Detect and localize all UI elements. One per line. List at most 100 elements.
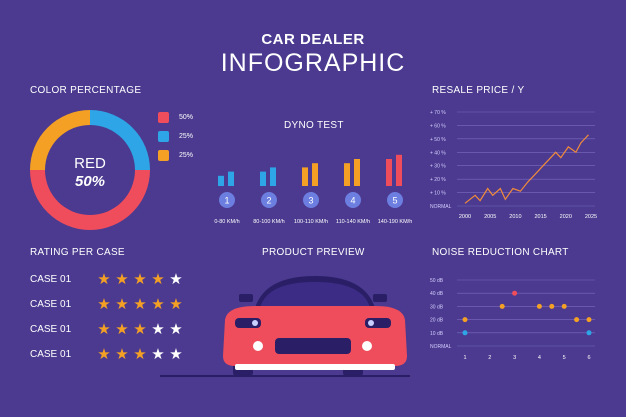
noise-y-tick: 50 dB xyxy=(430,278,444,284)
star-filled-icon: ★ xyxy=(115,345,129,363)
legend-item: 50% xyxy=(158,112,193,123)
dyno-step-circle xyxy=(387,192,403,208)
legend-item: 25% xyxy=(158,131,193,142)
rating-stars: ★ ★ ★ ★ ★ xyxy=(96,295,184,313)
star-filled-icon: ★ xyxy=(97,345,111,363)
noise-point xyxy=(499,303,505,309)
noise-x-tick: 3 xyxy=(513,355,516,361)
resale-y-tick: NORMAL xyxy=(430,204,452,210)
resale-y-tick: + 40 % xyxy=(430,150,446,156)
rating-row: CASE 01 ★ ★ ★ ★ ★ xyxy=(30,342,184,367)
noise-point xyxy=(586,330,592,336)
legend-value: 25% xyxy=(179,133,194,140)
dyno-bar xyxy=(344,163,350,186)
dyno-step-circle xyxy=(261,192,277,208)
rating-row: CASE 01 ★ ★ ★ ★ ★ xyxy=(30,317,184,342)
noise-x-tick: 6 xyxy=(587,355,590,361)
rating-case-label: CASE 01 xyxy=(30,349,72,360)
resale-x-tick: 2010 xyxy=(509,214,521,220)
resale-x-tick: 2020 xyxy=(560,214,572,220)
donut-center-value: 50% xyxy=(75,173,105,190)
dyno-range-label: 140-190 KM/h xyxy=(378,219,413,225)
star-empty-icon: ★ xyxy=(169,345,183,363)
noise-point xyxy=(462,330,468,336)
resale-chart: + 70 % + 60 % + 50 % + 40 % + 30 % + 20 % + 10… xyxy=(430,110,597,220)
dyno-step-circle xyxy=(219,192,235,208)
noise-point xyxy=(561,303,567,309)
color-legend: 50% 25% 25% xyxy=(158,112,193,169)
legend-value: 25% xyxy=(179,152,194,159)
color-percentage-title: COLOR PERCENTAGE xyxy=(30,85,142,96)
dyno-bar xyxy=(354,159,360,186)
noise-x-tick: 4 xyxy=(538,355,541,361)
noise-title: NOISE REDUCTION CHART xyxy=(432,247,569,258)
noise-x-tick: 5 xyxy=(563,355,566,361)
noise-x-tick: 1 xyxy=(463,355,466,361)
star-empty-icon: ★ xyxy=(151,320,165,338)
noise-point xyxy=(512,290,518,296)
dyno-step-circle xyxy=(345,192,361,208)
dyno-step-circle xyxy=(303,192,319,208)
legend-swatch xyxy=(158,131,169,142)
dyno-step-number: 4 xyxy=(350,196,355,206)
star-filled-icon: ★ xyxy=(133,320,147,338)
rating-list: CASE 01 ★ ★ ★ ★ ★ CASE 01 ★ ★ ★ ★ ★ CASE 01 ★ ★ ★ ★ ★ CASE… xyxy=(30,267,184,367)
resale-x-tick: 2015 xyxy=(534,214,546,220)
rating-stars: ★ ★ ★ ★ ★ xyxy=(96,270,184,288)
star-filled-icon: ★ xyxy=(133,345,147,363)
noise-y-tick: 20 dB xyxy=(430,318,444,324)
noise-y-tick: 40 dB xyxy=(430,291,444,297)
star-filled-icon: ★ xyxy=(151,270,165,288)
dyno-range-label: 100-110 KM/h xyxy=(294,219,328,225)
noise-point xyxy=(462,317,468,323)
dyno-bar xyxy=(218,175,224,186)
dyno-range-label: 0-80 KM/h xyxy=(214,219,239,225)
car-illustration xyxy=(160,276,410,377)
resale-x-tick: 2005 xyxy=(484,214,496,220)
dyno-step-number: 2 xyxy=(266,196,271,206)
product-title: PRODUCT PREVIEW xyxy=(262,247,365,258)
dyno-chart: 1 2 3 4 5 0-80 KM/h 80-100 KM/h 100-110 KM/h 11… xyxy=(214,154,413,225)
star-filled-icon: ★ xyxy=(97,295,111,313)
legend-value: 50% xyxy=(179,114,194,121)
rating-stars: ★ ★ ★ ★ ★ xyxy=(96,345,184,363)
star-filled-icon: ★ xyxy=(169,295,183,313)
rating-row: CASE 01 ★ ★ ★ ★ ★ xyxy=(30,292,184,317)
noise-point xyxy=(536,303,542,309)
resale-y-tick: + 60 % xyxy=(430,123,446,129)
star-filled-icon: ★ xyxy=(115,270,129,288)
dyno-step-number: 3 xyxy=(308,196,313,206)
star-filled-icon: ★ xyxy=(97,270,111,288)
dyno-bar xyxy=(396,154,402,186)
dyno-bar xyxy=(270,167,276,186)
star-filled-icon: ★ xyxy=(115,295,129,313)
star-empty-icon: ★ xyxy=(151,345,165,363)
dyno-step-number: 1 xyxy=(224,196,229,206)
noise-y-tick: 30 dB xyxy=(430,304,444,310)
color-donut: RED 50% xyxy=(30,110,150,230)
rating-row: CASE 01 ★ ★ ★ ★ ★ xyxy=(30,267,184,292)
title-line2: INFOGRAPHIC xyxy=(220,49,406,77)
dyno-range-label: 80-100 KM/h xyxy=(253,219,285,225)
rating-case-label: CASE 01 xyxy=(30,299,72,310)
resale-y-tick: + 10 % xyxy=(430,191,446,197)
dyno-bar xyxy=(386,159,392,186)
resale-y-tick: + 70 % xyxy=(430,110,446,116)
noise-x-tick: 2 xyxy=(488,355,491,361)
dyno-title: DYNO TEST xyxy=(284,120,344,131)
rating-title: RATING PER CASE xyxy=(30,247,125,258)
star-filled-icon: ★ xyxy=(133,295,147,313)
noise-y-tick: NORMAL xyxy=(430,344,452,350)
donut-center-label: RED xyxy=(74,155,106,172)
noise-y-tick: 10 dB xyxy=(430,331,444,337)
dyno-bar xyxy=(228,171,234,186)
resale-y-tick: + 50 % xyxy=(430,137,446,143)
resale-x-tick: 2000 xyxy=(459,214,471,220)
noise-point xyxy=(574,317,580,323)
star-filled-icon: ★ xyxy=(133,270,147,288)
title-line1: CAR DEALER xyxy=(261,31,365,48)
rating-case-label: CASE 01 xyxy=(30,324,72,335)
star-filled-icon: ★ xyxy=(151,295,165,313)
legend-swatch xyxy=(158,112,169,123)
resale-y-tick: + 20 % xyxy=(430,177,446,183)
